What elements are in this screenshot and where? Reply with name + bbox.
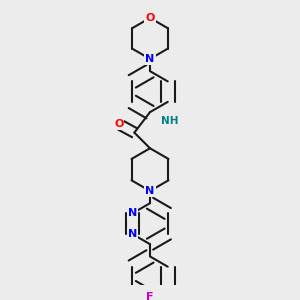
Text: O: O <box>114 119 123 129</box>
Text: N: N <box>146 54 154 64</box>
Text: N: N <box>146 186 154 196</box>
Text: NH: NH <box>161 116 178 126</box>
Text: O: O <box>145 13 155 23</box>
Text: F: F <box>146 292 154 300</box>
Text: N: N <box>128 229 137 239</box>
Text: N: N <box>128 208 137 218</box>
